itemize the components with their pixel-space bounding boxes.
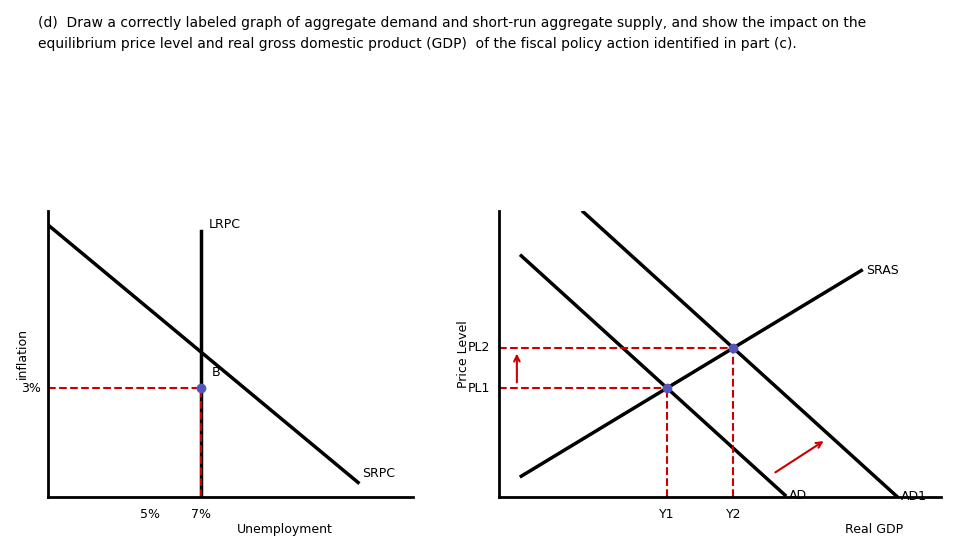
Text: SRAS: SRAS bbox=[866, 264, 899, 277]
Text: inflation: inflation bbox=[16, 328, 29, 379]
Text: 7%: 7% bbox=[191, 508, 211, 521]
Text: B: B bbox=[212, 367, 221, 380]
Text: LRPC: LRPC bbox=[208, 218, 241, 232]
Text: Real GDP: Real GDP bbox=[846, 523, 903, 536]
Text: Y2: Y2 bbox=[726, 508, 741, 521]
Text: Price Level: Price Level bbox=[457, 320, 470, 388]
Text: PL1: PL1 bbox=[468, 382, 491, 395]
Text: 5%: 5% bbox=[140, 508, 160, 521]
Text: PL2: PL2 bbox=[468, 341, 491, 354]
Text: AD1: AD1 bbox=[901, 490, 927, 503]
Text: (d)  Draw a correctly labeled graph of aggregate demand and short-run aggregate : (d) Draw a correctly labeled graph of ag… bbox=[38, 16, 867, 51]
Text: 3%: 3% bbox=[21, 382, 40, 395]
Text: AD: AD bbox=[789, 489, 807, 502]
Text: SRPC: SRPC bbox=[362, 467, 395, 480]
Text: Y1: Y1 bbox=[660, 508, 675, 521]
Text: Unemployment: Unemployment bbox=[237, 523, 333, 536]
